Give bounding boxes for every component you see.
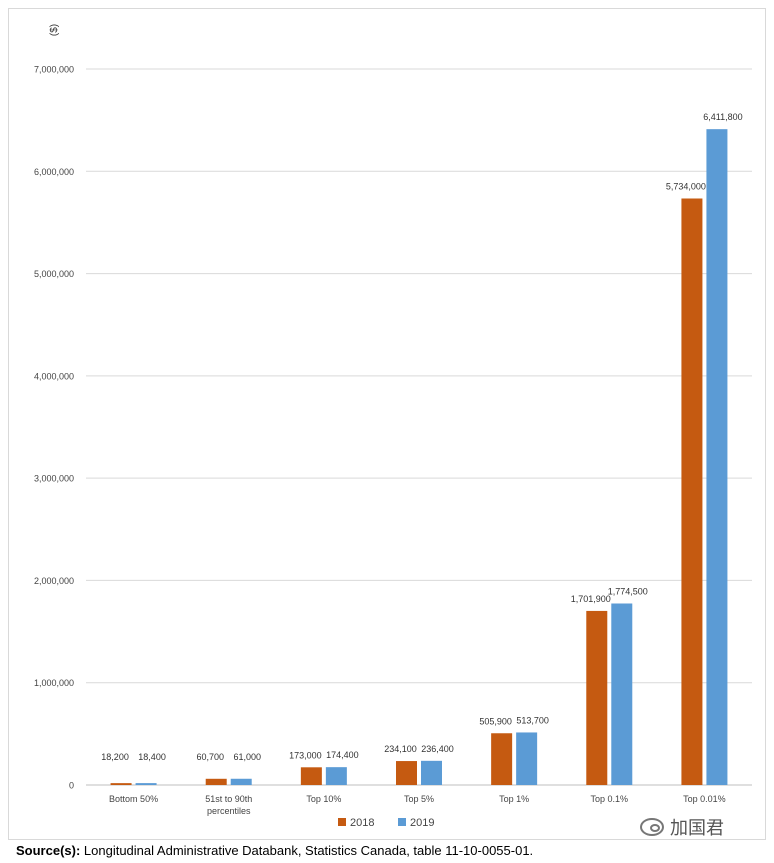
bar-2018-3 — [396, 761, 417, 785]
data-label: 18,400 — [138, 752, 166, 762]
y-tick-label: 2,000,000 — [34, 576, 74, 586]
legend-label: 2018 — [350, 817, 374, 829]
data-label: 18,200 — [101, 752, 129, 762]
data-label: 174,400 — [326, 750, 359, 760]
bar-2018-0 — [110, 783, 132, 785]
data-label: 6,411,800 — [703, 112, 742, 122]
y-tick-label: 6,000,000 — [34, 167, 74, 177]
bar-2018-5 — [586, 610, 608, 785]
data-label: 1,774,500 — [608, 586, 648, 596]
source-label: Source(s): — [16, 843, 81, 858]
bar-2019-5 — [611, 603, 633, 785]
bar-2019-4 — [516, 732, 538, 785]
y-tick-label: 1,000,000 — [34, 678, 74, 688]
bar-2018-6 — [681, 198, 703, 785]
y-tick-label: 3,000,000 — [34, 474, 74, 484]
watermark-text: 加国君 — [670, 818, 724, 838]
x-tick-label: percentiles — [207, 806, 251, 816]
bar-2019-6 — [706, 129, 728, 786]
source-note: Source(s): Longitudinal Administrative D… — [16, 843, 533, 858]
x-tick-label: Top 0.01% — [683, 794, 726, 804]
bar-2018-4 — [491, 733, 513, 785]
data-label: 236,400 — [421, 744, 454, 754]
x-tick-label: Top 0.1% — [591, 794, 629, 804]
data-label: 173,000 — [289, 750, 322, 760]
bar-2018-1 — [205, 778, 227, 785]
y-tick-label: 4,000,000 — [34, 371, 74, 381]
y-tick-label: 0 — [69, 781, 74, 791]
x-tick-label: 51st to 90th — [205, 794, 252, 804]
watermark: 加国君 — [640, 814, 760, 840]
x-tick-label: Top 1% — [499, 794, 529, 804]
data-label: 513,700 — [516, 715, 549, 725]
x-tick-label: Top 5% — [404, 794, 434, 804]
chart-frame — [8, 8, 766, 840]
data-label: 1,701,900 — [571, 594, 611, 604]
legend-label: 2019 — [410, 817, 434, 829]
data-label: 60,700 — [196, 752, 224, 762]
bar-2019-0 — [135, 783, 157, 785]
legend-swatch-2018 — [338, 818, 346, 826]
wechat-icon — [640, 818, 664, 836]
data-label: 234,100 — [384, 744, 417, 754]
bar-2019-3 — [421, 760, 442, 785]
legend-swatch-2019 — [398, 818, 406, 826]
y-tick-label: 5,000,000 — [34, 269, 74, 279]
x-tick-label: Bottom 50% — [109, 794, 158, 804]
data-label: 505,900 — [479, 716, 512, 726]
bar-2018-2 — [300, 767, 322, 785]
bar-2019-1 — [230, 778, 252, 785]
source-text: Longitudinal Administrative Databank, St… — [80, 843, 534, 858]
bar-2019-2 — [325, 767, 347, 785]
data-label: 61,000 — [233, 752, 261, 762]
y-tick-label: 7,000,000 — [34, 65, 74, 75]
y-axis-label: ($) — [49, 24, 60, 36]
x-tick-label: Top 10% — [306, 794, 341, 804]
data-label: 5,734,000 — [666, 181, 706, 191]
